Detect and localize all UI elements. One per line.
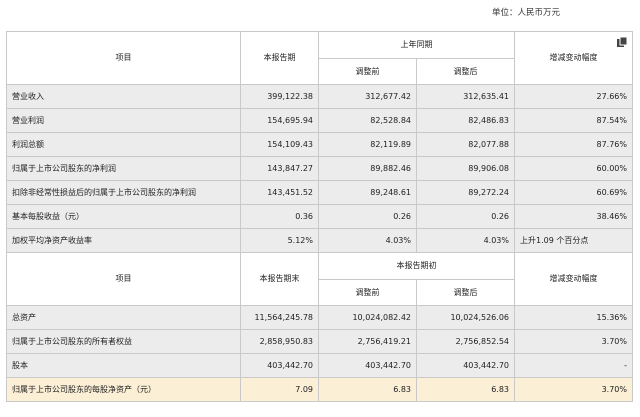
row-label: 总资产 (6, 305, 241, 330)
row-change: 上升1.09 个百分点 (514, 228, 633, 253)
row-label: 营业利润 (6, 108, 241, 133)
row-change: 15.36% (514, 305, 633, 330)
row-change: 3.70% (514, 329, 633, 354)
row-label: 营业收入 (6, 84, 241, 109)
row-after: 10,024,526.06 (416, 305, 515, 330)
table-row: 归属于上市公司股东的所有者权益 2,858,950.83 2,756,419.2… (6, 329, 633, 354)
header-before: 调整前 (318, 58, 417, 85)
row-change: - (514, 353, 633, 378)
header-change-cell: 增减变动幅度 (514, 31, 633, 85)
financial-table: 项目 本报告期 上年同期 增减变动幅度 调整前 调整后 营业收入 399,122… (6, 31, 633, 402)
row-before: 82,119.89 (318, 132, 417, 157)
unit-label: 单位：人民币万元 (492, 8, 561, 18)
table-row: 归属于上市公司股东的净利润 143,847.27 89,882.46 89,90… (6, 156, 633, 181)
header-change: 增减变动幅度 (514, 252, 633, 306)
table-row: 基本每股收益（元） 0.36 0.26 0.26 38.46% (6, 204, 633, 229)
row-label: 归属于上市公司股东的净利润 (6, 156, 241, 181)
row-change: 60.00% (514, 156, 633, 181)
row-current: 5.12% (240, 228, 319, 253)
row-label: 归属于上市公司股东的每股净资产（元） (6, 377, 241, 402)
row-change: 38.46% (514, 204, 633, 229)
header-item: 项目 (6, 252, 241, 306)
copy-icon[interactable] (616, 36, 628, 48)
table-row: 总资产 11,564,245.78 10,024,082.42 10,024,5… (6, 305, 633, 330)
row-current: 143,451.52 (240, 180, 319, 205)
header-after: 调整后 (416, 279, 515, 306)
row-current: 0.36 (240, 204, 319, 229)
row-before: 10,024,082.42 (318, 305, 417, 330)
row-after: 89,906.08 (416, 156, 515, 181)
row-label: 利润总额 (6, 132, 241, 157)
row-before: 89,248.61 (318, 180, 417, 205)
row-after: 6.83 (416, 377, 515, 402)
row-change: 87.76% (514, 132, 633, 157)
header-item: 项目 (6, 31, 241, 85)
row-before: 312,677.42 (318, 84, 417, 109)
header-current: 本报告期 (240, 31, 319, 85)
row-after: 2,756,852.54 (416, 329, 515, 354)
table-row-highlighted: 归属于上市公司股东的每股净资产（元） 7.09 6.83 6.83 3.70% (6, 377, 633, 402)
row-current: 11,564,245.78 (240, 305, 319, 330)
header-prior-group: 上年同期 (318, 31, 515, 59)
row-before: 2,756,419.21 (318, 329, 417, 354)
row-before: 89,882.46 (318, 156, 417, 181)
header-prior-group: 本报告期初 (318, 252, 515, 280)
header-change: 增减变动幅度 (549, 53, 598, 62)
row-label: 扣除非经常性损益后的归属于上市公司股东的净利润 (6, 180, 241, 205)
table-row: 加权平均净资产收益率 5.12% 4.03% 4.03% 上升1.09 个百分点 (6, 228, 633, 253)
row-label: 归属于上市公司股东的所有者权益 (6, 329, 241, 354)
table-row: 股本 403,442.70 403,442.70 403,442.70 - (6, 353, 633, 378)
row-before: 4.03% (318, 228, 417, 253)
row-after: 82,077.88 (416, 132, 515, 157)
row-change: 27.66% (514, 84, 633, 109)
row-after: 4.03% (416, 228, 515, 253)
header-current: 本报告期末 (240, 252, 319, 306)
row-current: 7.09 (240, 377, 319, 402)
row-before: 403,442.70 (318, 353, 417, 378)
row-label: 加权平均净资产收益率 (6, 228, 241, 253)
row-current: 403,442.70 (240, 353, 319, 378)
row-after: 403,442.70 (416, 353, 515, 378)
row-before: 0.26 (318, 204, 417, 229)
row-change: 87.54% (514, 108, 633, 133)
table-row: 营业收入 399,122.38 312,677.42 312,635.41 27… (6, 84, 633, 109)
row-before: 6.83 (318, 377, 417, 402)
row-current: 154,695.94 (240, 108, 319, 133)
row-after: 82,486.83 (416, 108, 515, 133)
row-current: 143,847.27 (240, 156, 319, 181)
row-current: 399,122.38 (240, 84, 319, 109)
header-after: 调整后 (416, 58, 515, 85)
table-row: 扣除非经常性损益后的归属于上市公司股东的净利润 143,451.52 89,24… (6, 180, 633, 205)
row-change: 60.69% (514, 180, 633, 205)
row-change: 3.70% (514, 377, 633, 402)
row-label: 股本 (6, 353, 241, 378)
row-after: 312,635.41 (416, 84, 515, 109)
row-after: 0.26 (416, 204, 515, 229)
row-current: 2,858,950.83 (240, 329, 319, 354)
table-row: 利润总额 154,109.43 82,119.89 82,077.88 87.7… (6, 132, 633, 157)
row-after: 89,272.24 (416, 180, 515, 205)
row-current: 154,109.43 (240, 132, 319, 157)
row-label: 基本每股收益（元） (6, 204, 241, 229)
row-before: 82,528.84 (318, 108, 417, 133)
table-row: 营业利润 154,695.94 82,528.84 82,486.83 87.5… (6, 108, 633, 133)
header-before: 调整前 (318, 279, 417, 306)
